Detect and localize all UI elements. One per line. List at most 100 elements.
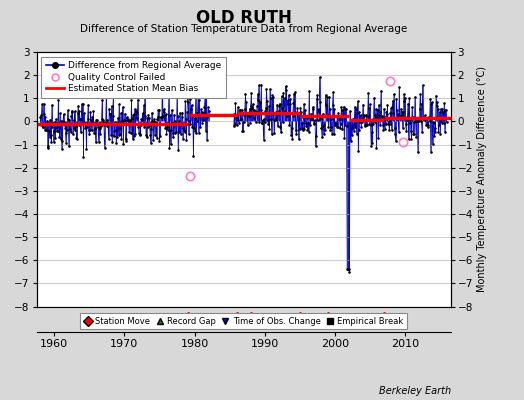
Point	[252, 119, 260, 126]
Point	[241, 106, 249, 112]
Point	[321, 127, 329, 133]
Point	[354, 98, 362, 104]
Point	[117, 110, 125, 116]
Point	[46, 134, 54, 140]
Point	[148, 110, 156, 116]
Point	[235, 120, 243, 126]
Point	[59, 118, 67, 124]
Point	[110, 128, 118, 134]
Point	[73, 110, 82, 116]
Point	[301, 107, 309, 113]
Point	[333, 112, 342, 119]
Point	[50, 128, 58, 134]
Point	[184, 99, 192, 105]
Point	[113, 134, 122, 140]
Point	[441, 107, 450, 113]
Point	[103, 123, 111, 129]
Point	[410, 131, 418, 138]
Point	[113, 120, 121, 126]
Point	[190, 115, 199, 121]
Point	[76, 116, 84, 122]
Point	[386, 110, 395, 116]
Point	[278, 93, 286, 100]
Point	[350, 121, 358, 128]
Point	[361, 122, 369, 129]
Point	[69, 124, 78, 131]
Point	[174, 118, 183, 124]
Point	[96, 125, 104, 131]
Point	[138, 110, 147, 116]
Point	[102, 120, 110, 126]
Point	[290, 90, 298, 97]
Point	[321, 92, 330, 98]
Point	[379, 127, 388, 134]
Point	[285, 122, 293, 128]
Point	[299, 114, 308, 120]
Point	[257, 82, 265, 88]
Point	[149, 118, 158, 125]
Point	[92, 117, 101, 123]
Point	[52, 128, 61, 134]
Point	[261, 105, 270, 112]
Point	[114, 132, 123, 139]
Point	[369, 116, 378, 122]
Point	[136, 131, 144, 137]
Point	[108, 113, 117, 120]
Point	[174, 146, 182, 153]
Point	[278, 105, 287, 112]
Point	[124, 117, 132, 124]
Point	[197, 106, 205, 112]
Point	[327, 124, 335, 131]
Point	[399, 109, 408, 115]
Point	[147, 126, 156, 133]
Point	[244, 110, 253, 116]
Point	[364, 90, 373, 96]
Point	[123, 117, 132, 123]
Point	[247, 90, 256, 96]
Point	[394, 111, 402, 118]
Point	[71, 108, 79, 114]
Point	[291, 127, 300, 133]
Point	[302, 123, 310, 130]
Point	[77, 129, 85, 135]
Point	[54, 97, 62, 103]
Point	[336, 125, 344, 131]
Point	[169, 134, 177, 141]
Point	[125, 129, 133, 136]
Point	[428, 99, 436, 105]
Point	[106, 110, 115, 117]
Point	[389, 110, 398, 116]
Point	[93, 120, 102, 127]
Point	[178, 114, 186, 120]
Point	[401, 121, 410, 128]
Point	[105, 111, 114, 117]
Point	[339, 126, 347, 132]
Point	[376, 108, 385, 115]
Point	[260, 116, 268, 122]
Point	[127, 97, 136, 103]
Point	[69, 131, 77, 138]
Point	[67, 113, 75, 119]
Point	[157, 114, 166, 120]
Point	[358, 118, 367, 125]
Point	[112, 140, 121, 147]
Point	[370, 112, 379, 119]
Point	[47, 132, 55, 138]
Point	[37, 112, 46, 119]
Point	[188, 102, 196, 108]
Point	[374, 106, 382, 113]
Point	[259, 117, 267, 124]
Point	[56, 134, 64, 140]
Point	[396, 113, 405, 120]
Point	[339, 112, 347, 118]
Point	[195, 112, 204, 118]
Point	[127, 130, 135, 136]
Point	[200, 110, 208, 117]
Point	[79, 154, 88, 160]
Point	[83, 123, 91, 130]
Point	[356, 119, 364, 125]
Point	[152, 135, 161, 142]
Point	[243, 110, 252, 116]
Point	[426, 96, 434, 102]
Point	[433, 98, 441, 105]
